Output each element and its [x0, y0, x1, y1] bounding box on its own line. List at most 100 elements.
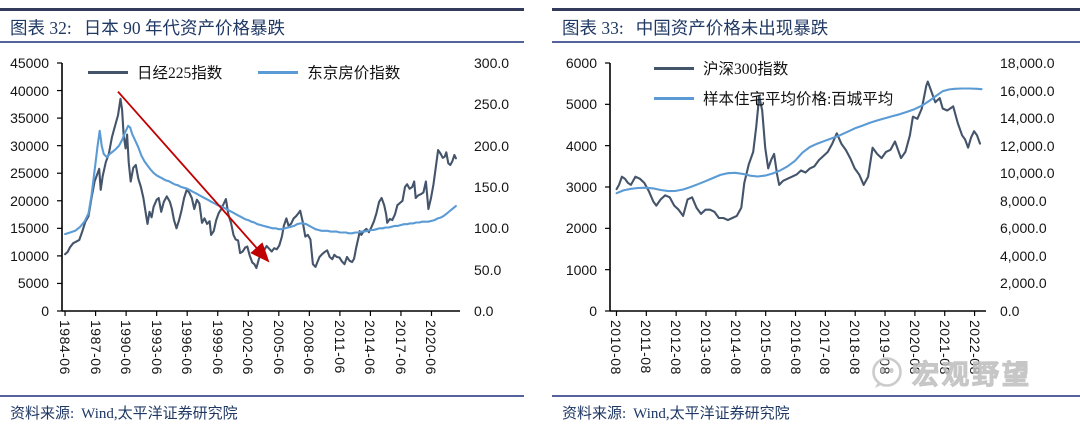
x-tick-label: 2002-06 — [240, 320, 257, 375]
legend-line-swatch — [258, 70, 299, 74]
x-tick-label: 1993-06 — [148, 320, 165, 375]
panel-bottom-rule — [552, 395, 1080, 397]
y-tick-label: 6,000.0 — [1000, 220, 1047, 237]
figure-number-label: 图表 33: — [562, 18, 624, 38]
y-tick-label: 0.0 — [1000, 303, 1020, 319]
legend-label: 样本住宅平均价格:百城平均 — [703, 91, 894, 108]
series-line — [64, 97, 457, 270]
figure-header: 图表 33: 中国资产价格未出现暴跌 — [552, 11, 1080, 43]
y-tick-label: 0.0 — [474, 303, 494, 319]
y-tick-label: 14,000.0 — [1000, 110, 1055, 127]
figure-title-text: 中国资产价格未出现暴跌 — [635, 18, 829, 38]
chart-area-china: 0 1000 2000 3000 4000 5000 6000 沪深300指数样本住宅平均价… — [552, 43, 1080, 395]
y-tick-label: 4000 — [565, 137, 597, 154]
x-tick-label: 2014-06 — [362, 320, 379, 375]
right-axis-labels: 0.0 2,000.0 4,000.0 6,000.0 8,000.0 10,000.0 1… — [992, 43, 1080, 343]
panel-top-rule — [552, 8, 1080, 11]
y-tick-label: 15000 — [10, 220, 49, 237]
y-tick-label: 50.0 — [474, 261, 502, 278]
chart-canvas — [605, 62, 986, 316]
x-tick-label: 2020-06 — [423, 320, 440, 375]
x-tick-label: 1999-06 — [209, 320, 226, 375]
x-tick-label: 2020-08 — [906, 320, 923, 375]
figure-panel-china: 图表 33: 中国资产价格未出现暴跌 0 1000 2000 3000 4000 5000… — [552, 0, 1080, 424]
legend: 日经225指数 东京房价指数 — [88, 61, 400, 83]
x-tick-label: 1987-06 — [87, 320, 104, 375]
figure-panel-japan: 图表 32: 日本 90 年代资产价格暴跌 0 5000 10000 15000 200… — [0, 0, 524, 424]
y-tick-label: 16,000.0 — [1000, 82, 1055, 99]
y-tick-label: 250.0 — [474, 96, 510, 113]
legend-line-swatch — [654, 66, 694, 70]
figure-title-text: 日本 90 年代资产价格暴跌 — [83, 18, 285, 38]
y-tick-label: 5000 — [17, 275, 49, 292]
source-label: 资料来源: — [562, 406, 627, 422]
x-tick-label: 2008-06 — [301, 320, 318, 375]
source-label: 资料来源: — [10, 406, 75, 422]
y-tick-label: 5000 — [565, 96, 597, 113]
left-axis-labels: 0 5000 10000 15000 20000 25000 30000 35000 40000… — [0, 43, 56, 343]
legend-line-swatch — [88, 70, 128, 74]
chart-canvas — [57, 62, 460, 316]
crash-arrow — [117, 91, 270, 263]
legend: 沪深300指数样本住宅平均价格:百城平均 — [654, 57, 893, 109]
x-tick-label: 2013-08 — [697, 320, 714, 375]
y-tick-label: 4,000.0 — [1000, 247, 1047, 264]
y-tick-label: 300.0 — [474, 55, 510, 71]
x-tick-label: 1990-06 — [118, 320, 135, 375]
legend-label: 日经225指数 — [137, 65, 223, 82]
x-tick-label: 2017-08 — [817, 320, 834, 375]
y-tick-label: 2,000.0 — [1000, 275, 1047, 292]
series-line — [615, 80, 982, 222]
x-tick-label: 1996-06 — [179, 320, 196, 375]
legend-label: 东京房价指数 — [307, 65, 401, 82]
source-text: Wind,太平洋证券研究院 — [81, 406, 238, 422]
x-tick-label: 2018-08 — [847, 320, 864, 375]
x-tick-label: 2011-08 — [638, 320, 655, 374]
plot-area: 沪深300指数样本住宅平均价格:百城平均 — [605, 61, 986, 316]
source-note: 资料来源: Wind,太平洋证券研究院 — [552, 397, 1080, 423]
x-tick-label: 2012-08 — [668, 320, 685, 375]
y-tick-label: 12,000.0 — [1000, 137, 1055, 154]
y-tick-label: 2000 — [565, 220, 597, 237]
source-note: 资料来源: Wind,太平洋证券研究院 — [0, 397, 524, 423]
y-tick-label: 0 — [41, 303, 49, 319]
y-tick-label: 20000 — [10, 192, 49, 209]
y-tick-label: 6000 — [565, 55, 597, 71]
legend-line-swatch — [654, 96, 694, 100]
legend-item: 沪深300指数 — [654, 57, 788, 79]
x-tick-label: 2017-06 — [392, 320, 409, 375]
y-tick-label: 40000 — [10, 82, 49, 99]
source-text: Wind,太平洋证券研究院 — [633, 406, 790, 422]
x-axis-labels: 1984-06 1987-06 1990-06 1993-06 1996-06 1999-… — [57, 317, 502, 393]
y-tick-label: 1000 — [565, 261, 597, 278]
y-tick-label: 0 — [589, 303, 597, 319]
right-axis-labels: 0.0 50.0 100.0 150.0 200.0 250.0 300.0 — [466, 43, 524, 343]
y-tick-label: 8,000.0 — [1000, 192, 1047, 209]
x-axis-labels: 2010-08 2011-08 2012-08 2013-08 2014-08 2015-… — [608, 317, 1060, 393]
y-tick-label: 18,000.0 — [1000, 55, 1055, 71]
y-tick-label: 10000 — [10, 247, 49, 264]
y-tick-label: 3000 — [565, 179, 597, 195]
x-tick-label: 1984-06 — [57, 320, 74, 375]
legend-item: 东京房价指数 — [258, 61, 400, 83]
y-tick-label: 45000 — [10, 55, 49, 71]
left-axis-labels: 0 1000 2000 3000 4000 5000 6000 — [552, 43, 604, 343]
y-tick-label: 200.0 — [474, 137, 510, 154]
x-tick-label: 2014-08 — [727, 320, 744, 375]
legend-item: 日经225指数 — [88, 61, 222, 83]
series-line — [615, 87, 983, 195]
panel-top-rule — [0, 8, 524, 11]
y-tick-label: 35000 — [10, 110, 49, 127]
series-line — [64, 124, 457, 236]
plot-area: 日经225指数 东京房价指数 — [57, 61, 460, 316]
x-tick-label: 2016-08 — [787, 320, 804, 375]
y-tick-label: 150.0 — [474, 179, 510, 195]
x-tick-label: 2011-06 — [331, 320, 348, 374]
figure-header: 图表 32: 日本 90 年代资产价格暴跌 — [0, 11, 524, 43]
legend-label: 沪深300指数 — [703, 61, 789, 78]
panel-bottom-rule — [0, 395, 524, 397]
chart-area-japan: 0 5000 10000 15000 20000 25000 30000 35000 40000… — [0, 43, 524, 395]
x-tick-label: 2005-06 — [270, 320, 287, 375]
x-tick-label: 2015-08 — [757, 320, 774, 375]
